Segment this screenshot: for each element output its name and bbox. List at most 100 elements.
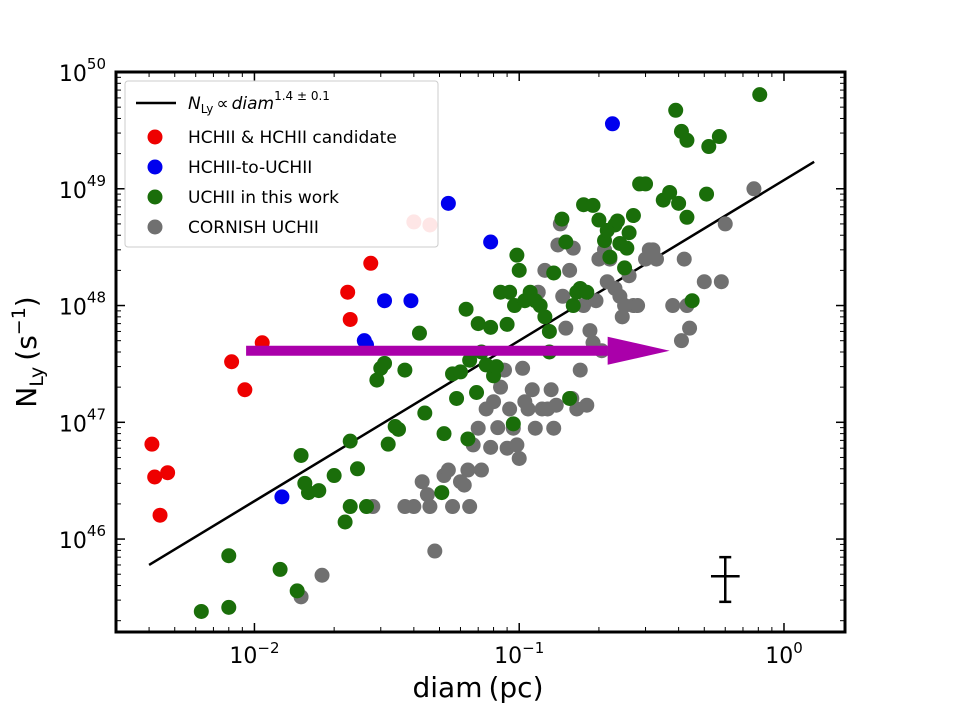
point-cornish-uchii: [493, 379, 509, 395]
point-cornish-uchii: [614, 309, 630, 325]
point-cornish-uchii: [682, 320, 698, 336]
y-axis-label: NLy (s−1): [8, 296, 48, 408]
y-axis-label-unit-open: (s: [10, 335, 43, 361]
point-uchii-in-this-work: [509, 247, 525, 263]
point-cornish-uchii: [572, 362, 588, 378]
plot-frame: [114, 70, 847, 634]
legend-marker: [147, 189, 163, 205]
point-uchii-in-this-work: [397, 362, 413, 378]
point-uchii-in-this-work: [546, 265, 562, 281]
y-tick-label: 1048: [59, 289, 106, 321]
point-uchii-in-this-work: [460, 431, 476, 447]
point-cornish-uchii: [562, 262, 578, 278]
y-tick-label: 1050: [59, 55, 106, 87]
point-uchii-in-this-work: [684, 293, 700, 309]
point-cornish-uchii: [673, 333, 689, 349]
x-axis-label: diam (pc): [412, 671, 543, 704]
point-uchii-in-this-work: [711, 129, 727, 145]
point-uchii-in-this-work: [342, 433, 358, 449]
point-uchii-in-this-work: [452, 364, 468, 380]
legend-series-list: HCHII & HCHII candidate HCHII-to-UCHII UCH…: [147, 128, 397, 238]
point-uchii-in-this-work: [602, 249, 618, 265]
point-uchii-in-this-work: [470, 316, 486, 332]
legend-fit-x: diam: [232, 94, 275, 114]
point-uchii-in-this-work: [565, 298, 581, 314]
point-uchii-in-this-work: [434, 485, 450, 501]
x-tick-label-exp: 0: [793, 639, 803, 657]
y-tick-label-exp: 49: [87, 172, 106, 190]
point-hchii-hchii-candidate: [160, 465, 176, 481]
point-cornish-uchii: [579, 397, 595, 413]
point-uchii-in-this-work: [411, 325, 427, 341]
point-cornish-uchii: [445, 499, 461, 515]
point-uchii-in-this-work: [619, 240, 635, 256]
x-tick-label-base: 10: [494, 644, 522, 669]
point-cornish-uchii: [665, 298, 681, 314]
point-cornish-uchii: [676, 251, 692, 267]
point-uchii-in-this-work: [289, 583, 305, 599]
point-cornish-uchii: [470, 420, 486, 436]
y-tick-label-base: 10: [59, 296, 87, 321]
point-cornish-uchii: [460, 462, 476, 478]
point-uchii-in-this-work: [617, 260, 633, 276]
point-uchii-in-this-work: [679, 132, 695, 148]
point-hchii-hchii-candidate: [147, 469, 163, 485]
legend-label: HCHII-to-UCHII: [188, 158, 312, 178]
y-tick-label-base: 10: [59, 62, 87, 87]
x-tick-label-exp: −1: [522, 639, 544, 657]
legend-fit-var: N: [188, 94, 201, 114]
y-axis-label-unit-close: ): [10, 296, 43, 307]
point-hchii-to-uchii: [403, 293, 419, 309]
point-uchii-in-this-work: [511, 262, 527, 278]
point-cornish-uchii: [746, 181, 762, 197]
point-hchii-hchii-candidate: [363, 255, 379, 271]
point-uchii-in-this-work: [554, 211, 570, 227]
legend-label: CORNISH UCHII: [188, 218, 319, 238]
point-cornish-uchii: [422, 499, 438, 515]
x-tick-label: 10−2: [229, 639, 279, 669]
point-uchii-in-this-work: [499, 316, 515, 332]
y-tick-label: 1049: [59, 172, 106, 204]
point-cornish-uchii: [520, 401, 536, 417]
point-cornish-uchii: [473, 462, 489, 478]
point-uchii-in-this-work: [469, 384, 485, 400]
point-uchii-in-this-work: [449, 390, 465, 406]
point-cornish-uchii: [713, 274, 729, 290]
point-cornish-uchii: [555, 288, 571, 304]
point-cornish-uchii: [509, 437, 525, 453]
point-uchii-in-this-work: [369, 372, 385, 388]
point-uchii-in-this-work: [272, 561, 288, 577]
y-axis-label-unit-exp: −1: [8, 307, 30, 335]
point-uchii-in-this-work: [609, 213, 625, 229]
y-tick-label-exp: 48: [87, 289, 106, 307]
point-uchii-in-this-work: [380, 436, 396, 452]
point-hchii-to-uchii: [604, 116, 620, 132]
y-tick-label-exp: 47: [87, 405, 106, 423]
point-cornish-uchii: [490, 420, 506, 436]
y-tick-label-exp: 46: [87, 522, 106, 540]
point-uchii-in-this-work: [579, 284, 595, 300]
legend-label: UCHII in this work: [188, 188, 339, 208]
error-bar-layer: [710, 555, 740, 604]
point-cornish-uchii: [406, 499, 422, 515]
point-cornish-uchii: [462, 499, 478, 515]
point-cornish-uchii: [486, 394, 502, 410]
point-cornish-uchii: [511, 450, 527, 466]
legend-fit-exp: 1.4 ± 0.1: [274, 89, 330, 103]
point-uchii-in-this-work: [662, 184, 678, 200]
point-uchii-in-this-work: [462, 352, 478, 368]
point-uchii-in-this-work: [293, 447, 309, 463]
y-tick-label: 1046: [59, 522, 106, 554]
legend-box: [124, 80, 439, 248]
point-uchii-in-this-work: [417, 405, 433, 421]
point-uchii-in-this-work: [359, 499, 375, 515]
x-tick-label: 10−1: [494, 639, 544, 669]
point-uchii-in-this-work: [488, 359, 504, 375]
point-uchii-in-this-work: [752, 87, 768, 103]
point-uchii-in-this-work: [671, 195, 687, 211]
legend-marker: [147, 129, 163, 145]
point-uchii-in-this-work: [591, 212, 607, 228]
point-cornish-uchii: [524, 382, 540, 398]
point-uchii-in-this-work: [337, 514, 353, 530]
